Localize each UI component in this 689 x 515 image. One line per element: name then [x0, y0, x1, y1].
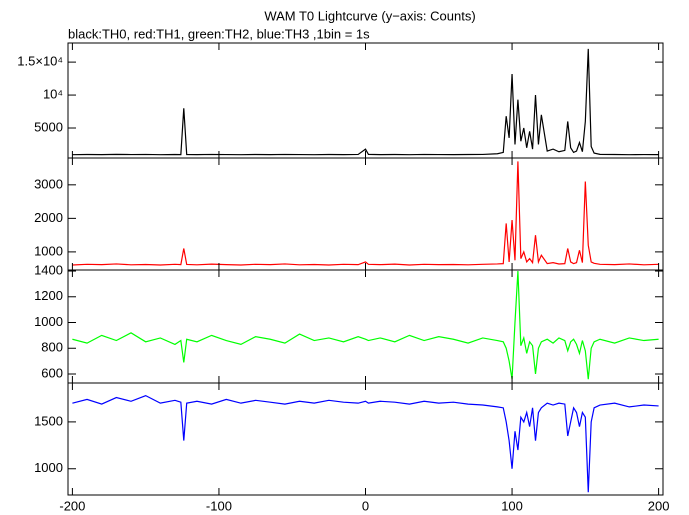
- panel-frame: [67, 157, 664, 271]
- light-curve: [72, 161, 659, 266]
- y-tick-label: 5000: [34, 119, 63, 134]
- y-tick-label: 1000: [34, 314, 63, 329]
- chart-subtitle: black:TH0, red:TH1, green:TH2, blue:TH3 …: [68, 26, 370, 41]
- light-curve: [72, 48, 659, 156]
- x-tick-label: 200: [648, 498, 670, 513]
- light-curve: [72, 394, 659, 493]
- y-tick-label: 1000: [34, 243, 63, 258]
- x-tick-label: -100: [206, 498, 232, 513]
- panel-frame: [67, 269, 664, 384]
- light-curve: [72, 270, 659, 380]
- y-tick-label: 1.5×10⁴: [17, 54, 63, 69]
- y-tick-label: 1200: [34, 288, 63, 303]
- x-tick-label: 100: [501, 498, 523, 513]
- y-tick-label: 1000: [34, 460, 63, 475]
- y-tick-label: 3000: [34, 176, 63, 191]
- y-tick-label: 10⁴: [43, 87, 63, 102]
- y-tick-label: 2000: [34, 210, 63, 225]
- x-tick-label: 0: [362, 498, 369, 513]
- y-tick-label: 1500: [34, 413, 63, 428]
- y-tick-label: 800: [41, 340, 63, 355]
- x-tick-label: -200: [59, 498, 85, 513]
- panel-frame: [67, 42, 664, 159]
- chart-title: WAM T0 Lightcurve (y−axis: Counts): [264, 8, 475, 23]
- panel-frame: [67, 382, 664, 496]
- y-tick-label: 1400: [34, 262, 63, 277]
- y-tick-label: 600: [41, 365, 63, 380]
